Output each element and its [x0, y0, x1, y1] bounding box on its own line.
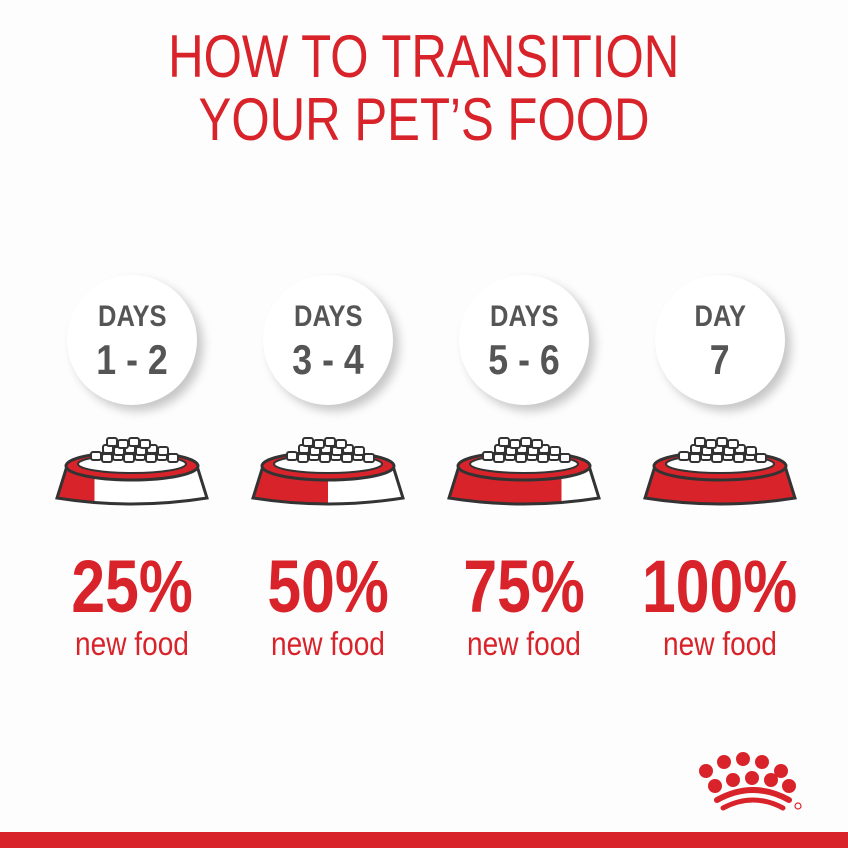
food-bowl-icon	[55, 437, 209, 506]
day-label: DAYS	[489, 300, 559, 333]
transition-step: DAYS 5 - 6 75% new food	[426, 270, 622, 670]
caption: new food	[467, 625, 581, 662]
transition-step: DAY 7 100% new food	[622, 270, 818, 670]
day-circle	[459, 275, 589, 405]
day-label: DAY	[694, 300, 746, 333]
food-bowl-icon	[447, 437, 601, 506]
title-line-2: YOUR PET’S FOOD	[198, 86, 650, 153]
caption: new food	[271, 625, 385, 662]
day-circle	[67, 275, 197, 405]
royal-canin-crown-logo-icon	[699, 752, 802, 811]
caption: new food	[75, 625, 189, 662]
title-line-1: HOW TO TRANSITION	[168, 23, 680, 90]
percent-new-food: 25%	[71, 545, 193, 628]
percent-new-food: 75%	[463, 545, 585, 628]
day-range: 1 - 2	[96, 336, 168, 383]
transition-step: DAYS 3 - 4 50% new food	[230, 270, 426, 670]
day-label: DAYS	[97, 300, 167, 333]
transition-step: DAYS 1 - 2 25% new food	[34, 270, 230, 670]
bottom-brand-bar	[0, 832, 848, 848]
food-bowl-icon	[251, 437, 405, 506]
day-circle	[263, 275, 393, 405]
day-label: DAYS	[293, 300, 363, 333]
day-circle	[655, 275, 785, 405]
percent-new-food: 100%	[642, 545, 798, 628]
food-bowl-icon	[643, 437, 797, 506]
caption: new food	[663, 625, 777, 662]
day-range: 3 - 4	[292, 336, 364, 383]
day-range: 7	[710, 336, 730, 383]
day-range: 5 - 6	[488, 336, 560, 383]
percent-new-food: 50%	[267, 545, 389, 628]
